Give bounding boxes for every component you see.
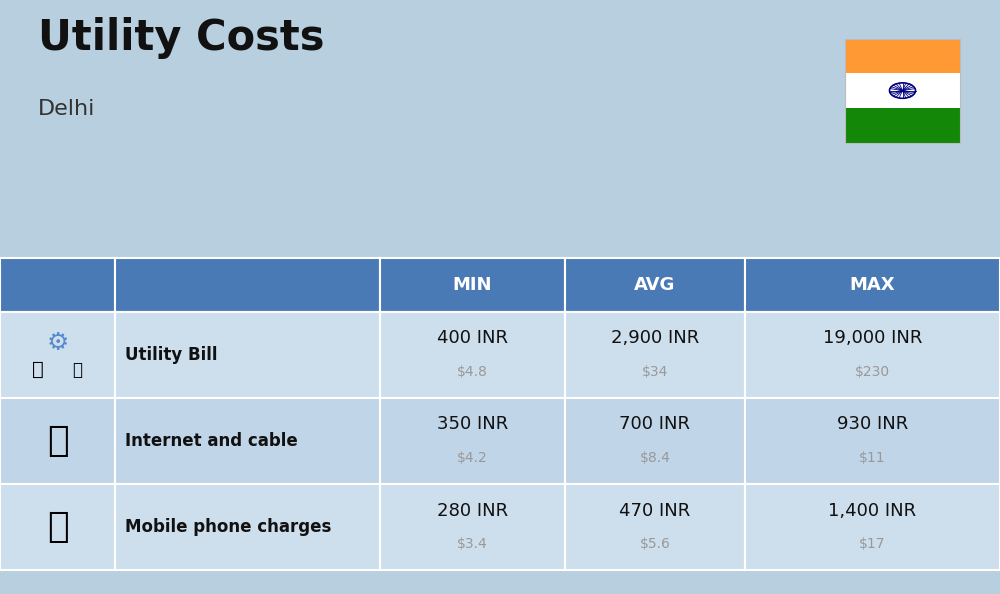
Bar	[565, 484, 745, 570]
Bar	[380, 312, 565, 398]
Text: 🔌: 🔌	[32, 361, 43, 379]
Text: Mobile phone charges: Mobile phone charges	[125, 518, 331, 536]
Text: 400 INR: 400 INR	[437, 329, 508, 347]
Bar	[115, 312, 380, 398]
Bar	[565, 398, 745, 484]
Bar	[0, 398, 115, 484]
Bar	[565, 258, 745, 312]
Text: $4.2: $4.2	[457, 451, 488, 465]
Bar	[845, 108, 960, 143]
Text: $34: $34	[642, 365, 668, 378]
Text: Utility Costs: Utility Costs	[38, 17, 324, 59]
Text: Delhi: Delhi	[38, 99, 95, 119]
Text: $8.4: $8.4	[640, 451, 670, 465]
Text: 700 INR: 700 INR	[619, 415, 690, 434]
Text: 930 INR: 930 INR	[837, 415, 908, 434]
Text: $4.8: $4.8	[457, 365, 488, 378]
Bar	[380, 398, 565, 484]
Bar	[745, 398, 1000, 484]
Text: $11: $11	[859, 451, 886, 465]
Text: $230: $230	[855, 365, 890, 378]
Text: AVG: AVG	[634, 276, 676, 294]
Bar	[745, 484, 1000, 570]
Bar	[745, 258, 1000, 312]
Text: $5.6: $5.6	[640, 537, 670, 551]
Bar	[845, 39, 960, 73]
Text: MIN: MIN	[453, 276, 492, 294]
Text: ⚙: ⚙	[46, 331, 69, 355]
Text: 2,900 INR: 2,900 INR	[611, 329, 699, 347]
Text: 470 INR: 470 INR	[619, 501, 691, 520]
Bar	[115, 398, 380, 484]
Bar	[115, 258, 380, 312]
Text: 19,000 INR: 19,000 INR	[823, 329, 922, 347]
Text: $3.4: $3.4	[457, 537, 488, 551]
Text: 1,400 INR: 1,400 INR	[828, 501, 917, 520]
Text: 350 INR: 350 INR	[437, 415, 508, 434]
Text: 📱: 📱	[47, 510, 68, 544]
Text: 280 INR: 280 INR	[437, 501, 508, 520]
Bar	[380, 484, 565, 570]
Text: $17: $17	[859, 537, 886, 551]
Bar	[0, 484, 115, 570]
Bar	[0, 312, 115, 398]
Bar	[380, 258, 565, 312]
Text: 📡: 📡	[47, 424, 68, 458]
Text: MAX: MAX	[850, 276, 895, 294]
Bar	[0, 258, 115, 312]
Bar	[845, 73, 960, 108]
Text: 📺: 📺	[72, 361, 82, 379]
Bar	[745, 312, 1000, 398]
Bar	[845, 39, 960, 143]
Text: Utility Bill: Utility Bill	[125, 346, 218, 364]
Bar	[115, 484, 380, 570]
Bar	[565, 312, 745, 398]
Text: Internet and cable: Internet and cable	[125, 432, 298, 450]
